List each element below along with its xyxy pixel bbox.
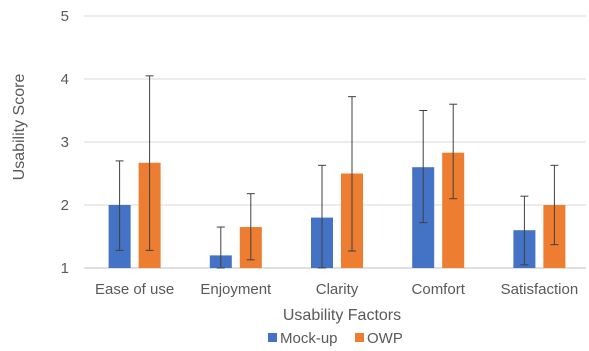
error-bar bbox=[449, 103, 458, 200]
bar-owp bbox=[442, 152, 465, 268]
x-tick-label: Enjoyment bbox=[200, 281, 272, 298]
legend-swatch bbox=[355, 333, 364, 342]
error-bar bbox=[216, 226, 225, 269]
x-tick-label: Comfort bbox=[412, 281, 466, 298]
y-tick-label: 5 bbox=[61, 8, 69, 25]
y-tick-label: 2 bbox=[61, 197, 69, 214]
y-axis-title: Usability Score bbox=[11, 74, 28, 181]
error-bar bbox=[348, 96, 356, 252]
error-bar bbox=[115, 160, 124, 251]
error-bar bbox=[145, 75, 154, 251]
y-tick-label: 1 bbox=[61, 260, 69, 277]
y-tick-label: 4 bbox=[61, 71, 69, 88]
legend-label: Mock-up bbox=[280, 330, 338, 347]
x-tick-label: Clarity bbox=[316, 281, 359, 298]
bars bbox=[108, 152, 566, 268]
x-tick-label: Satisfaction bbox=[501, 281, 579, 298]
error-bar bbox=[246, 193, 255, 261]
y-tick-labels: 1 2 3 4 5 bbox=[61, 8, 69, 277]
gridlines bbox=[84, 15, 586, 269]
error-bar bbox=[520, 195, 529, 266]
error-bars bbox=[115, 75, 559, 269]
x-tick-label: Ease of use bbox=[95, 281, 174, 298]
y-tick-label: 3 bbox=[61, 134, 69, 151]
x-tick-labels: Ease of use Enjoyment Clarity Comfort Satisf… bbox=[95, 281, 578, 298]
legend-swatch bbox=[268, 333, 277, 342]
error-bar bbox=[318, 164, 326, 269]
error-bar bbox=[550, 164, 559, 246]
legend-label: OWP bbox=[367, 330, 403, 347]
legend: Mock-up OWP bbox=[268, 330, 403, 347]
error-bar bbox=[419, 110, 428, 224]
x-axis-title: Usability Factors bbox=[283, 307, 401, 324]
